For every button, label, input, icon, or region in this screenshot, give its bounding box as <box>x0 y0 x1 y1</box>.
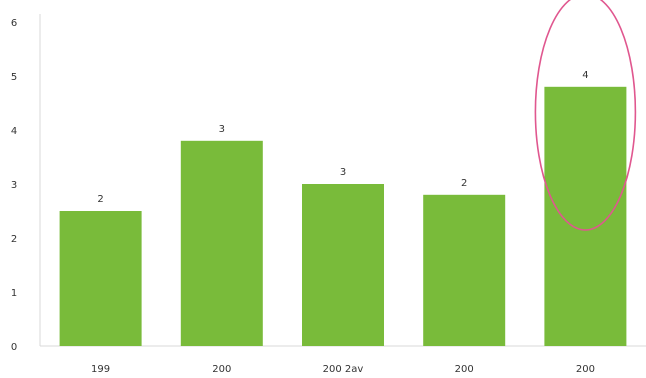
highlight-ellipse <box>534 0 637 231</box>
y-tick-label: 0 <box>11 342 17 353</box>
x-tick-label: 200 <box>212 364 231 375</box>
bar-data-label: 2 <box>461 178 467 189</box>
annotations <box>534 0 637 231</box>
bar <box>423 194 506 346</box>
x-tick-label: 200 <box>455 364 474 375</box>
x-tick-label: 200 <box>576 364 595 375</box>
y-tick-label: 2 <box>11 234 17 245</box>
y-tick-label: 6 <box>11 18 17 29</box>
labels: 2 199 3 200 3 200 2av 2 200 4 200 <box>91 70 595 375</box>
x-tick-label: 199 <box>91 364 110 375</box>
y-tick-label: 3 <box>11 180 17 191</box>
bar-data-label: 3 <box>219 124 225 135</box>
x-tick-label: 200 2av <box>323 364 364 375</box>
y-tick-label: 5 <box>11 72 17 83</box>
bar-data-label: 4 <box>582 70 588 81</box>
bar <box>302 184 384 346</box>
y-tick-label: 1 <box>11 288 17 299</box>
y-tick-label: 4 <box>11 126 17 137</box>
bar-data-label: 3 <box>340 167 346 178</box>
bar <box>180 140 263 346</box>
bars <box>59 86 627 347</box>
bar-data-label: 2 <box>97 194 103 205</box>
bar <box>544 86 627 347</box>
bar <box>59 211 142 346</box>
